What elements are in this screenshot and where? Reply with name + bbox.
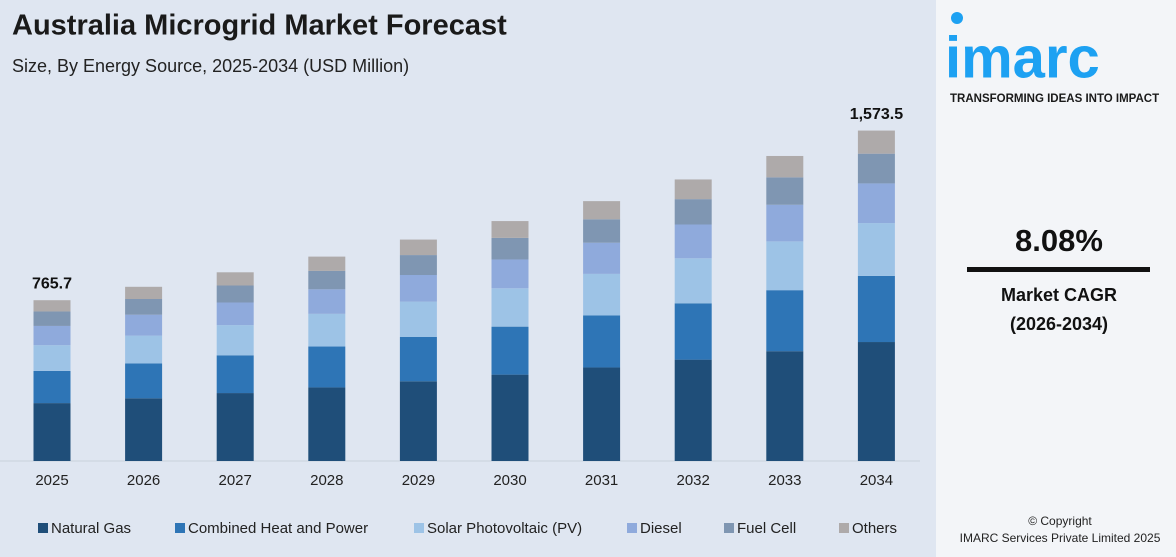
x-tick-label: 2027 [219, 472, 252, 489]
bar-segment [33, 403, 71, 461]
bar-segment [399, 255, 437, 276]
copyright: © Copyright [1028, 514, 1092, 528]
legend-swatch [627, 523, 637, 533]
legend-swatch [38, 523, 48, 533]
bar-segment [583, 201, 621, 220]
x-tick-label: 2032 [677, 472, 710, 489]
cagr: 8.08% [1015, 223, 1103, 258]
bar-segment [399, 239, 437, 256]
bar-segment [674, 359, 712, 461]
bar-segment [216, 285, 254, 303]
bar-segment [766, 351, 804, 461]
legend-swatch [839, 523, 849, 533]
bar-segment [491, 288, 529, 327]
total-label: 765.7 [32, 275, 72, 292]
bar-segment [125, 314, 163, 336]
bar-segment [125, 363, 163, 399]
total-label: 1,573.5 [850, 106, 903, 123]
bar-segment [674, 199, 712, 225]
bar-segment [33, 370, 71, 404]
bar-segment [583, 273, 621, 316]
legend-label: Solar Photovoltaic (PV) [427, 520, 582, 537]
chart-title: Australia Microgrid Market Forecast [12, 10, 507, 42]
bar-segment [399, 301, 437, 337]
bar-segment [308, 270, 346, 290]
legend-swatch [175, 523, 185, 533]
bar-segment [216, 325, 254, 356]
x-tick-label: 2029 [402, 472, 435, 489]
bar-segment [583, 367, 621, 461]
bar-segment [33, 345, 71, 371]
bar-segment [216, 393, 254, 461]
bar-segment [766, 241, 804, 291]
x-tick-label: 2033 [768, 472, 801, 489]
bar-segment [674, 303, 712, 360]
bar-segment [491, 237, 529, 260]
bar-segment [491, 374, 529, 461]
bar-segment [766, 204, 804, 242]
bar-segment [216, 355, 254, 394]
bar-segment [308, 387, 346, 461]
cagr-label: Market CAGR [1001, 285, 1117, 305]
bar-segment [33, 300, 71, 312]
bar-segment [216, 272, 254, 286]
logo: imarc [945, 25, 1100, 90]
x-tick-label: 2026 [127, 472, 160, 489]
x-tick-label: 2031 [585, 472, 618, 489]
bar-segment [308, 346, 346, 388]
chart-subtitle: Size, By Energy Source, 2025-2034 (USD M… [12, 56, 409, 76]
bar-segment [308, 313, 346, 347]
bar-segment [491, 221, 529, 238]
bar-segment [857, 153, 895, 184]
bar-segment [33, 325, 71, 346]
cagr-period: (2026-2034) [1010, 314, 1108, 334]
sidebar-background [936, 0, 1176, 557]
legend-swatch [414, 523, 424, 533]
bar-segment [125, 335, 163, 364]
x-tick-label: 2028 [310, 472, 343, 489]
bar-segment [583, 242, 621, 274]
legend-label: Natural Gas [51, 520, 131, 537]
bar-segment [399, 336, 437, 382]
cagr-rule [967, 267, 1150, 272]
x-tick-label: 2034 [860, 472, 893, 489]
bar-segment [857, 342, 895, 461]
bar-segment [399, 381, 437, 461]
bar-segment [857, 130, 895, 154]
legend-swatch [724, 523, 734, 533]
x-tick-label: 2025 [35, 472, 68, 489]
bar-segment [308, 289, 346, 314]
logo-dot [951, 12, 963, 24]
bar-segment [766, 290, 804, 352]
legend-label: Diesel [640, 520, 682, 537]
bar-segment [491, 326, 529, 375]
bar-segment [125, 299, 163, 315]
bar-segment [125, 286, 163, 300]
bar-segment [399, 275, 437, 302]
bar-segment [491, 259, 529, 289]
bar-segment [857, 223, 895, 276]
bar-segment [308, 256, 346, 271]
bar-segment [766, 177, 804, 205]
bar-segment [674, 179, 712, 200]
bar-segment [766, 155, 804, 178]
legend-label: Fuel Cell [737, 520, 796, 537]
legend-label: Others [852, 520, 897, 537]
bar-segment [125, 398, 163, 461]
bar-segment [216, 302, 254, 326]
bar-segment [674, 224, 712, 259]
bar-segment [583, 219, 621, 243]
legend-label: Combined Heat and Power [188, 520, 368, 537]
company: IMARC Services Private Limited 2025 [960, 531, 1161, 545]
bar-segment [33, 311, 71, 326]
bar-segment [674, 258, 712, 304]
tagline: TRANSFORMING IDEAS INTO IMPACT [950, 93, 1159, 105]
bar-segment [857, 275, 895, 343]
bar-segment [857, 183, 895, 224]
x-tick-label: 2030 [493, 472, 526, 489]
bar-segment [583, 315, 621, 368]
